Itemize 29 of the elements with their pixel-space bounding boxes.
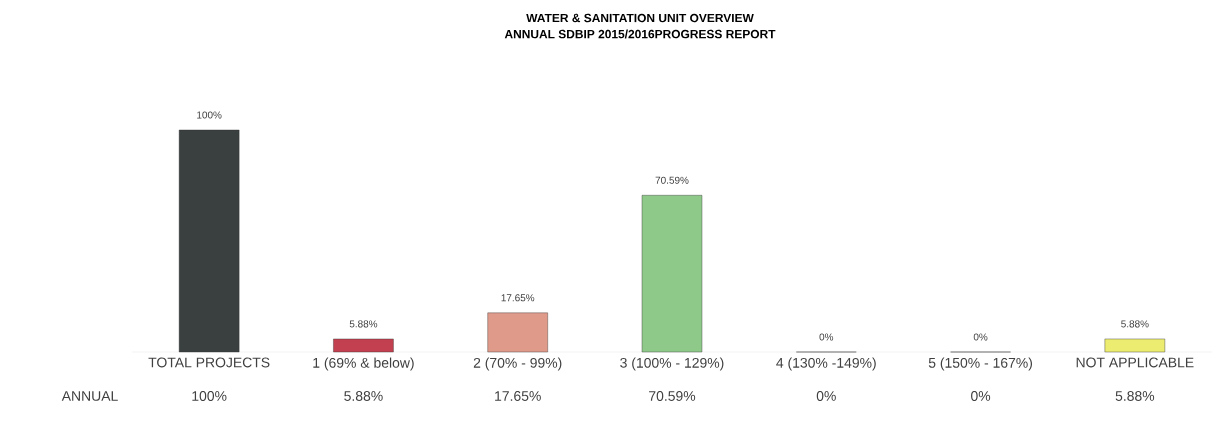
text: 17.65%	[501, 294, 535, 302]
data-label: 0%	[971, 391, 991, 401]
x-tick-label: 5 (150% - 167%)	[928, 357, 1033, 371]
x-tick-label: 2 (70% - 99%)	[473, 357, 562, 371]
x-tick-label: TOTAL PROJECTS	[148, 357, 270, 368]
bar	[487, 312, 548, 353]
text: 5.88%	[1121, 320, 1149, 328]
text: 0%	[973, 333, 988, 341]
text: 70.59%	[655, 176, 689, 184]
data-label: 5.88%	[344, 391, 383, 401]
text: 100%	[197, 111, 222, 119]
text: 5.88%	[349, 320, 378, 328]
x-tick-label: 4 (130% -149%)	[776, 357, 876, 371]
bar	[333, 338, 394, 353]
bar	[1104, 338, 1166, 353]
x-tick-label: 1 (69% & below)	[313, 357, 414, 371]
text: ANNUAL	[61, 391, 118, 401]
text: 0%	[819, 333, 834, 341]
data-label: 70.59%	[649, 391, 696, 401]
chart-subtitle: ANNUAL SDBIP 2015/2016PROGRESS REPORT	[504, 29, 776, 39]
chart-title: WATER & SANITATION UNIT OVERVIEW	[526, 13, 754, 23]
data-label: 100%	[192, 391, 227, 401]
bar	[178, 129, 240, 353]
bar	[641, 195, 703, 353]
x-tick-label: NOT APPLICABLE	[1076, 357, 1194, 368]
data-label: 17.65%	[495, 391, 541, 401]
data-label: 5.88%	[1115, 391, 1155, 401]
x-tick-label: 3 (100% - 129%)	[620, 357, 724, 371]
data-label: 0%	[816, 391, 836, 401]
